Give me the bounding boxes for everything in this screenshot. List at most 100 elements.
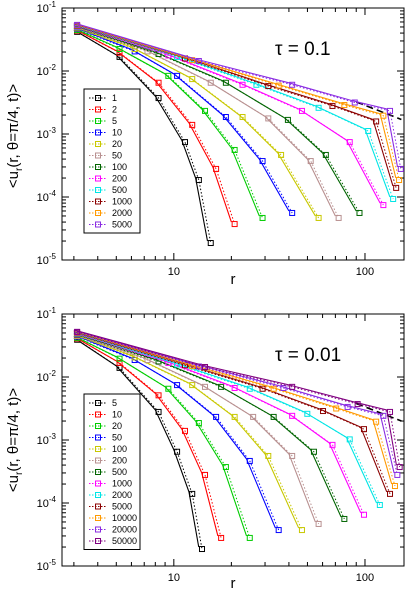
data-point xyxy=(231,413,238,420)
series-dotted-100 xyxy=(76,26,360,214)
legend-label: 10 xyxy=(112,128,122,138)
data-point xyxy=(198,546,205,553)
data-point xyxy=(360,511,367,518)
data-point xyxy=(380,202,387,209)
series-line-5 xyxy=(73,27,260,217)
data-point xyxy=(396,177,403,184)
data-point xyxy=(155,408,162,415)
data-point xyxy=(116,53,123,60)
data-point xyxy=(298,107,305,114)
panel-bottom: 10-5 10-4 10-3 10-2 10-1 10 100 r <ur(r, θ=π/4, … xyxy=(5,306,405,592)
legend-label: 5 xyxy=(112,398,117,408)
legend-swatch-marker xyxy=(95,492,101,498)
data-point xyxy=(397,165,404,172)
legend-label: 200 xyxy=(112,456,127,466)
data-point xyxy=(289,452,296,459)
data-point xyxy=(329,441,336,448)
data-point xyxy=(246,457,253,464)
data-point xyxy=(307,158,314,165)
data-point xyxy=(390,195,397,202)
data-point xyxy=(329,102,336,109)
data-point xyxy=(116,46,123,53)
legend-label: 2 xyxy=(112,105,117,115)
series-dotted-2 xyxy=(76,30,236,225)
legend-label: 500 xyxy=(112,185,127,195)
legend-swatch-marker xyxy=(95,118,101,124)
panel-top: 10-5 10-4 10-3 10-2 10-1 10 100 r <ur(r, θ=π/4, … xyxy=(5,0,405,288)
data-point xyxy=(207,240,214,247)
data-point xyxy=(265,452,272,459)
data-point xyxy=(181,427,188,434)
legend-box xyxy=(83,88,141,234)
legend-label: 10 xyxy=(112,410,122,420)
reference-dashed-line xyxy=(355,402,402,422)
legend-swatch-marker xyxy=(95,164,101,170)
legend-label: 20 xyxy=(112,421,122,431)
series-line-2000 xyxy=(73,331,378,504)
series-line-200 xyxy=(73,24,381,204)
data-point xyxy=(341,102,348,109)
series-dotted-20 xyxy=(76,27,320,219)
legend-swatch-marker xyxy=(95,106,101,113)
y-axis-label: <ur(r, θ=π/4, t)> xyxy=(5,388,25,492)
series-group xyxy=(73,328,403,553)
series-dotted-500 xyxy=(76,25,394,200)
legend-swatch-marker xyxy=(95,411,101,418)
data-point xyxy=(270,385,277,392)
legend-swatch-marker xyxy=(95,480,101,487)
data-point xyxy=(387,107,394,114)
data-point xyxy=(341,515,348,522)
legend-label: 50000 xyxy=(112,536,137,546)
data-point xyxy=(155,79,162,86)
data-point xyxy=(391,483,398,490)
data-point xyxy=(189,121,196,128)
data-point xyxy=(365,127,372,134)
data-point xyxy=(174,382,181,389)
data-point xyxy=(259,214,266,221)
legend-swatch-marker xyxy=(95,503,101,510)
data-point xyxy=(165,72,172,79)
data-point xyxy=(74,21,81,28)
legend-label: 100 xyxy=(112,444,127,454)
data-point xyxy=(202,471,209,478)
legend-label: 1000 xyxy=(112,479,132,489)
data-point xyxy=(275,82,282,89)
legend-swatch-marker xyxy=(95,434,101,441)
series-dotted-50 xyxy=(76,27,340,219)
data-point xyxy=(270,413,277,420)
legend-label: 50 xyxy=(112,151,122,161)
data-point xyxy=(246,385,253,392)
x-tick-label: 100 xyxy=(356,266,374,278)
data-point xyxy=(346,139,353,146)
data-point xyxy=(354,401,361,408)
data-point xyxy=(344,403,351,410)
legend-swatch-marker xyxy=(95,129,101,136)
data-point xyxy=(376,501,383,508)
y-tick-label: 10-2 xyxy=(37,63,57,78)
data-point xyxy=(239,114,246,121)
data-point xyxy=(155,95,162,102)
legend-label: 10000 xyxy=(112,513,137,523)
data-point xyxy=(265,83,272,90)
series-line-5000 xyxy=(73,330,388,493)
legend-label: 5000 xyxy=(112,220,132,230)
series-line-500 xyxy=(73,23,391,198)
data-point xyxy=(222,114,229,121)
data-point xyxy=(250,413,257,420)
data-point xyxy=(231,384,238,391)
legend-label: 1000 xyxy=(112,197,132,207)
series-dotted-5 xyxy=(76,29,264,219)
data-point xyxy=(387,408,394,415)
data-point xyxy=(213,413,220,420)
data-point xyxy=(320,408,327,415)
data-point xyxy=(333,405,340,412)
y-axis-label: <ur(r, θ=π/4, t)> xyxy=(5,84,25,188)
data-point xyxy=(280,384,287,391)
x-tick-label: 100 xyxy=(356,572,374,584)
data-point xyxy=(373,418,380,425)
data-point xyxy=(222,79,229,86)
data-point xyxy=(174,448,181,455)
data-point xyxy=(265,115,272,122)
data-point xyxy=(165,385,172,392)
